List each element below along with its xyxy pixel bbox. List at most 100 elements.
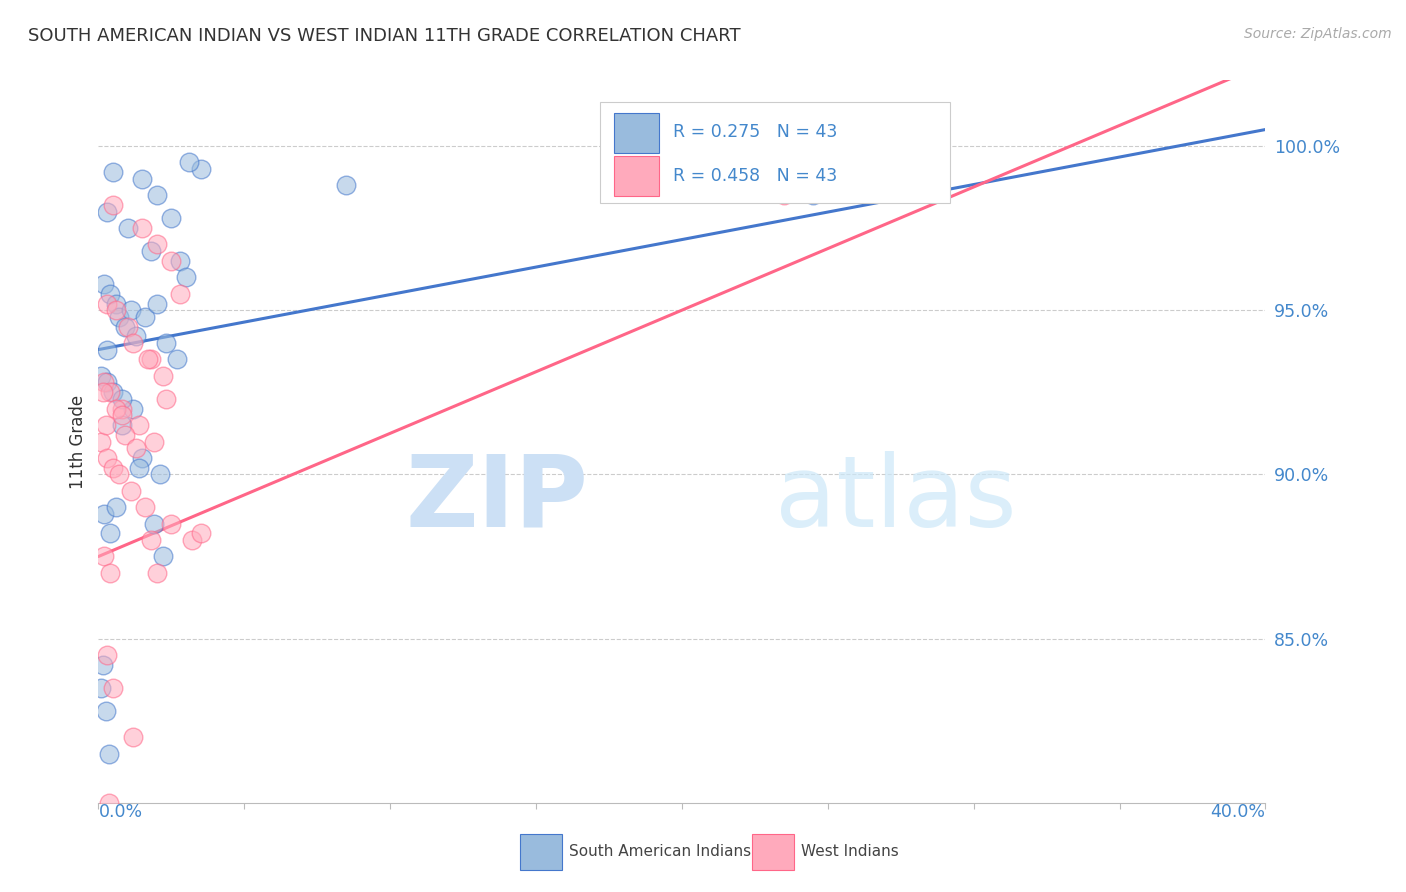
FancyBboxPatch shape: [614, 112, 658, 153]
Point: [111, 401, 134, 416]
Y-axis label: 11th Grade: 11th Grade: [69, 394, 87, 489]
Point: [160, 254, 183, 268]
Point: [104, 401, 127, 416]
Point: [128, 460, 150, 475]
Point: [111, 418, 134, 433]
Text: 40.0%: 40.0%: [1211, 803, 1265, 821]
Point: [104, 296, 127, 310]
Point: [169, 286, 191, 301]
Point: [117, 319, 139, 334]
Point: [98, 286, 121, 301]
Point: [91, 657, 114, 672]
Point: [128, 418, 150, 433]
Text: West Indians: West Indians: [801, 845, 900, 859]
Point: [96, 343, 118, 357]
Point: [122, 336, 145, 351]
Text: South American Indians: South American Indians: [569, 845, 752, 859]
Point: [773, 188, 796, 202]
Point: [131, 171, 153, 186]
Point: [801, 188, 824, 202]
Point: [146, 188, 169, 202]
Point: [111, 409, 134, 423]
Point: [90, 681, 112, 695]
Point: [120, 303, 142, 318]
Point: [180, 533, 202, 547]
Point: [90, 434, 112, 449]
Point: [97, 747, 120, 761]
Point: [125, 441, 148, 455]
Point: [101, 460, 124, 475]
Point: [122, 730, 145, 744]
Point: [96, 376, 118, 390]
Point: [98, 526, 121, 541]
Point: [131, 221, 153, 235]
Point: [104, 303, 127, 318]
Point: [142, 516, 165, 531]
Point: [149, 467, 172, 482]
Point: [91, 385, 114, 400]
Point: [94, 704, 117, 718]
Point: [134, 500, 156, 515]
Point: [125, 329, 148, 343]
Point: [160, 516, 183, 531]
Point: [101, 165, 124, 179]
Point: [134, 310, 156, 324]
Point: [117, 221, 139, 235]
Point: [114, 428, 136, 442]
Text: ZIP: ZIP: [406, 450, 589, 548]
Text: SOUTH AMERICAN INDIAN VS WEST INDIAN 11TH GRADE CORRELATION CHART: SOUTH AMERICAN INDIAN VS WEST INDIAN 11T…: [28, 27, 741, 45]
Point: [96, 450, 118, 465]
Point: [190, 161, 212, 176]
Point: [177, 155, 200, 169]
Point: [96, 204, 118, 219]
Point: [146, 237, 169, 252]
Point: [90, 368, 112, 383]
Point: [101, 385, 124, 400]
Text: atlas: atlas: [775, 450, 1017, 548]
Point: [98, 566, 121, 580]
Point: [101, 681, 124, 695]
Point: [93, 549, 115, 564]
Point: [101, 198, 124, 212]
Text: R = 0.458   N = 43: R = 0.458 N = 43: [672, 168, 837, 186]
Point: [152, 368, 174, 383]
Text: R = 0.275   N = 43: R = 0.275 N = 43: [672, 123, 837, 141]
Point: [335, 178, 357, 193]
Point: [166, 352, 188, 367]
Point: [122, 401, 145, 416]
Point: [155, 392, 177, 406]
Point: [93, 376, 115, 390]
FancyBboxPatch shape: [600, 102, 950, 203]
Point: [146, 566, 169, 580]
Point: [155, 336, 177, 351]
Text: 0.0%: 0.0%: [98, 803, 142, 821]
Point: [114, 319, 136, 334]
Point: [139, 244, 162, 258]
Point: [174, 270, 197, 285]
Point: [98, 385, 121, 400]
Point: [136, 352, 159, 367]
Point: [97, 796, 120, 810]
Point: [146, 296, 169, 310]
Point: [139, 533, 162, 547]
Point: [120, 483, 142, 498]
Point: [152, 549, 174, 564]
Point: [160, 211, 183, 226]
Point: [108, 310, 131, 324]
Point: [139, 352, 162, 367]
Point: [104, 500, 127, 515]
Point: [131, 450, 153, 465]
Point: [108, 467, 131, 482]
Point: [190, 526, 212, 541]
Point: [93, 507, 115, 521]
Point: [94, 418, 117, 433]
Text: Source: ZipAtlas.com: Source: ZipAtlas.com: [1244, 27, 1392, 41]
Point: [142, 434, 165, 449]
FancyBboxPatch shape: [614, 156, 658, 196]
Point: [96, 648, 118, 662]
Point: [169, 254, 191, 268]
Point: [787, 171, 810, 186]
Point: [96, 296, 118, 310]
Point: [111, 392, 134, 406]
Point: [93, 277, 115, 291]
